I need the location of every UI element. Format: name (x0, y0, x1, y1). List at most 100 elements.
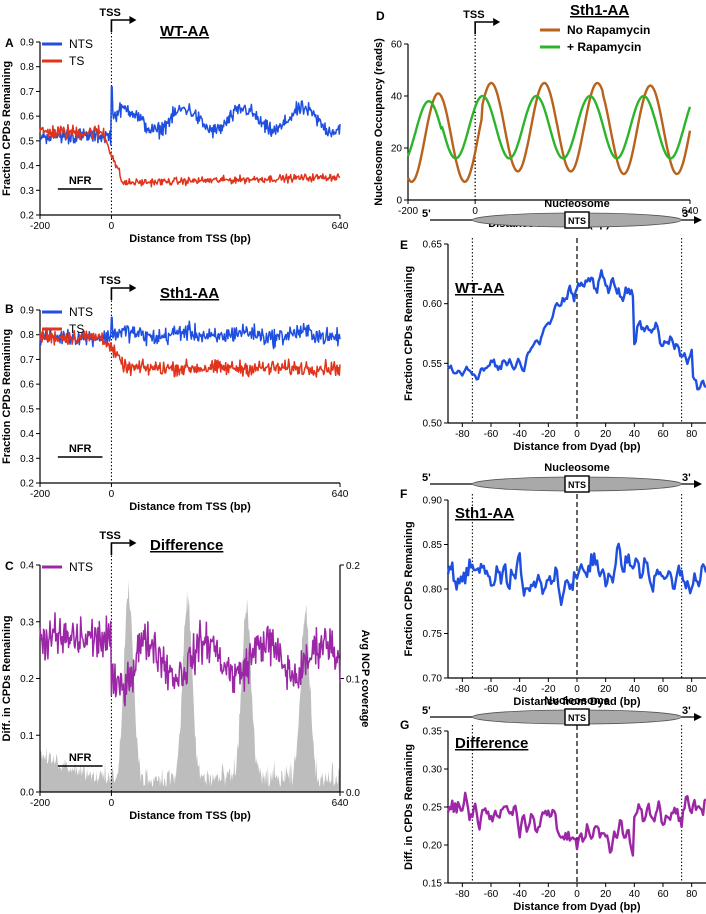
y2-tick-label: 0.0 (346, 788, 360, 799)
tss-arrow (110, 19, 130, 32)
y2-axis-label: Avg NCP coverage (359, 630, 371, 728)
three-prime-label: 3' (682, 705, 691, 717)
tss-label: TSS (99, 530, 120, 542)
y-tick-label: 0.6 (20, 380, 34, 391)
nts-box-label: NTS (568, 713, 586, 723)
panel-title: WT-AA (455, 280, 504, 297)
x-tick-label: 80 (686, 684, 698, 695)
nucleosome-label: Nucleosome (544, 695, 609, 707)
y-tick-label: 40 (391, 92, 403, 103)
y-tick-label: 0.70 (423, 674, 443, 685)
x-tick-label: 0 (109, 489, 115, 500)
legend-label: NTS (69, 37, 93, 51)
y-tick-label: 0.4 (20, 161, 34, 172)
y-tick-label: 0.85 (423, 540, 443, 551)
x-tick-label: 40 (629, 429, 641, 440)
x-axis-label: Distance from TSS (bp) (129, 501, 251, 513)
x-axis-label: Distance from TSS (bp) (129, 810, 251, 822)
x-tick-label: -40 (512, 889, 527, 900)
panel-letter: C (5, 559, 14, 573)
tss-arrowhead (493, 18, 501, 26)
y-tick-label: 0.7 (20, 87, 34, 98)
dna-arrowhead (694, 480, 702, 488)
x-tick-label: -80 (455, 684, 470, 695)
x-tick-label: -200 (30, 489, 50, 500)
tss-arrowhead (129, 284, 137, 292)
y-tick-label: 0.60 (423, 299, 443, 310)
x-tick-label: 60 (657, 429, 669, 440)
y-tick-label: 0.9 (20, 38, 34, 49)
y-tick-label: 0.6 (20, 112, 34, 123)
y-tick-label: 0.90 (423, 496, 443, 507)
coverage-area (40, 580, 340, 792)
y2-tick-label: 0.1 (346, 675, 360, 686)
panel-letter: B (5, 302, 14, 316)
y-tick-label: 0.7 (20, 355, 34, 366)
x-tick-label: 640 (332, 221, 349, 232)
x-axis-label: Distance from Dyad (bp) (513, 901, 640, 913)
y-tick-label: 20 (391, 144, 403, 155)
y-tick-label: 0.9 (20, 306, 34, 317)
x-tick-label: -60 (484, 684, 499, 695)
three-prime-label: 3' (682, 208, 691, 220)
tss-arrow (110, 287, 130, 300)
panel-c: C 0.0 0.1 0.2 Avg NCP coverage 0.0 0.1 0.2 0.3 0.… (1, 530, 371, 822)
y-tick-label: 0.3 (20, 454, 34, 465)
panel-g: G 0.15 0.20 0.25 0.30 0.35 -80 -60 -40 -20 0 20 40 60… (400, 695, 706, 913)
panel-letter: D (376, 9, 385, 23)
legend-label: NTS (69, 560, 93, 574)
x-tick-label: -20 (541, 684, 556, 695)
x-tick-label: 640 (332, 489, 349, 500)
nfr-label: NFR (69, 175, 92, 187)
legend-label: TS (69, 54, 84, 68)
panel-b: B 0.2 0.3 0.4 0.5 0.6 0.7 0.8 0.9 -200 0 640 Distanc… (1, 275, 349, 513)
x-tick-label: -80 (455, 889, 470, 900)
series-line-no-rapamycin (406, 81, 692, 183)
y-axis-label: Fraction CPDs Remaining (403, 521, 415, 656)
x-tick-label: -40 (512, 684, 527, 695)
x-tick-label: 80 (686, 889, 698, 900)
x-tick-label: 0 (574, 429, 580, 440)
tss-arrowhead (129, 16, 137, 24)
x-tick-label: -60 (484, 429, 499, 440)
x-tick-label: 0 (109, 221, 115, 232)
y-tick-label: 0.15 (423, 879, 443, 890)
legend-label: NTS (69, 305, 93, 319)
y-tick-label: 0.35 (423, 727, 443, 738)
x-tick-label: -20 (541, 429, 556, 440)
y-tick-label: 0.4 (20, 429, 34, 440)
nts-box-label: NTS (568, 216, 586, 226)
y-tick-label: 0.65 (423, 240, 443, 251)
y-tick-label: 0.75 (423, 629, 443, 640)
y-tick-label: 0.3 (20, 617, 34, 628)
x-axis-label: Distance from Dyad (bp) (513, 696, 640, 708)
panel-title: Sth1-AA (455, 505, 514, 522)
panel-letter: A (5, 36, 14, 50)
tss-arrow (474, 21, 494, 34)
y-tick-label: 0.30 (423, 765, 443, 776)
series-line-nts (447, 269, 706, 391)
panel-title: Difference (150, 537, 223, 554)
x-tick-label: -80 (455, 429, 470, 440)
x-tick-label: 0 (472, 206, 478, 217)
tss-arrow (110, 542, 130, 555)
y-tick-label: 0.2 (20, 674, 34, 685)
x-tick-label: 60 (657, 684, 669, 695)
y-tick-label: 0.0 (20, 788, 34, 799)
x-tick-label: 20 (600, 889, 612, 900)
y-tick-label: 0.4 (20, 561, 34, 572)
x-tick-label: -40 (512, 429, 527, 440)
y-tick-label: 0.2 (20, 479, 34, 490)
x-tick-label: 40 (629, 684, 641, 695)
y-axis-label: Diff. in CPDs Remaining (1, 616, 13, 742)
five-prime-label: 5' (422, 208, 431, 220)
nucleosome-label: Nucleosome (544, 198, 609, 210)
tss-label: TSS (99, 275, 120, 287)
nts-box-label: NTS (568, 480, 586, 490)
y-axis-label: Fraction CPDs Remaining (1, 329, 13, 464)
y-tick-label: 0.8 (20, 330, 34, 341)
nfr-label: NFR (69, 752, 92, 764)
x-tick-label: 0 (574, 684, 580, 695)
panel-title: Difference (455, 735, 528, 752)
